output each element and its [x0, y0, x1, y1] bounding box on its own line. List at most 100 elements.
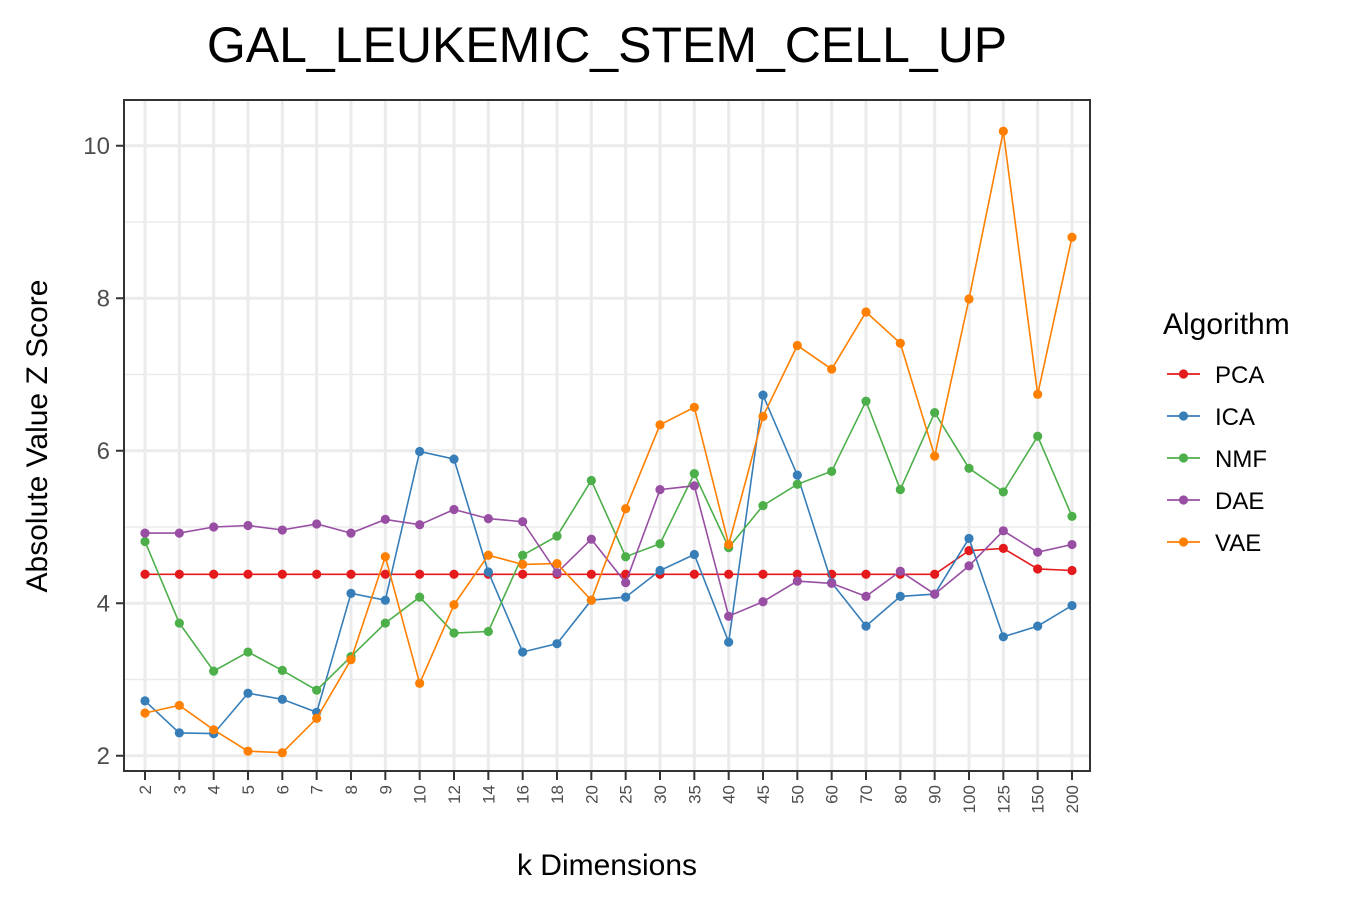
- data-point-pca: [861, 569, 871, 579]
- legend-key-point: [1178, 369, 1189, 379]
- x-tick-label: 10: [411, 785, 430, 804]
- data-point-ica: [518, 647, 528, 657]
- data-point-dae: [586, 534, 596, 544]
- data-point-vae: [689, 402, 699, 412]
- data-point-dae: [895, 566, 905, 576]
- data-point-pca: [689, 569, 699, 579]
- series-line-ica: [144, 392, 1073, 735]
- y-tick-label: 10: [83, 133, 110, 160]
- legend-key-point: [1178, 537, 1189, 547]
- data-point-dae: [140, 528, 150, 538]
- data-point-vae: [346, 655, 356, 665]
- data-point-ica: [655, 565, 665, 576]
- data-point-nmf: [415, 592, 425, 602]
- data-point-ica: [1033, 621, 1043, 631]
- data-point-pca: [380, 569, 390, 579]
- series-line-pca: [145, 547, 1073, 576]
- data-point-nmf: [861, 396, 871, 406]
- x-tick-label: 45: [754, 785, 773, 804]
- x-tick-label: 60: [823, 785, 842, 804]
- series-line-vae: [144, 131, 1073, 754]
- legend-key-point: [1178, 495, 1189, 505]
- data-point-vae: [483, 550, 493, 560]
- x-tick-label: 12: [445, 785, 464, 804]
- data-point-pca: [277, 569, 287, 579]
- data-point-nmf: [243, 647, 253, 657]
- series-nmf: [140, 396, 1077, 695]
- data-point-ica: [998, 632, 1008, 642]
- data-point-vae: [518, 559, 528, 569]
- data-point-vae: [792, 340, 802, 351]
- data-point-pca: [312, 569, 322, 579]
- series-dae: [140, 481, 1077, 621]
- data-point-nmf: [655, 539, 665, 549]
- x-tick-label: 6: [273, 785, 292, 794]
- data-point-pca: [964, 546, 974, 556]
- x-tick-label: 125: [994, 785, 1013, 813]
- data-point-vae: [449, 600, 459, 610]
- x-tick-label: 3: [170, 785, 189, 794]
- data-point-dae: [689, 481, 699, 491]
- data-point-pca: [518, 569, 528, 579]
- data-point-nmf: [277, 665, 287, 675]
- data-point-vae: [552, 559, 562, 569]
- x-tick-label: 90: [926, 785, 945, 804]
- data-point-ica: [174, 728, 184, 738]
- x-tick-label: 70: [857, 785, 876, 804]
- data-point-ica: [415, 446, 425, 457]
- legend-key-point: [1178, 411, 1189, 421]
- data-point-pca: [415, 569, 425, 579]
- legend-item-ica: ICA: [1167, 404, 1255, 431]
- data-point-ica: [861, 621, 871, 631]
- data-point-nmf: [380, 618, 390, 628]
- x-tick-label: 100: [960, 785, 979, 813]
- data-point-nmf: [1033, 431, 1043, 441]
- data-point-dae: [827, 578, 837, 589]
- data-point-dae: [1033, 547, 1043, 557]
- series-vae: [140, 126, 1077, 758]
- data-point-vae: [312, 713, 322, 723]
- data-point-vae: [415, 678, 425, 688]
- data-point-vae: [1033, 389, 1043, 399]
- data-point-nmf: [586, 475, 596, 486]
- data-point-ica: [792, 470, 802, 480]
- data-point-nmf: [827, 466, 837, 476]
- legend-item-nmf: NMF: [1167, 446, 1267, 473]
- data-point-dae: [243, 520, 253, 531]
- data-point-vae: [724, 539, 734, 550]
- data-point-dae: [346, 528, 356, 538]
- data-point-ica: [758, 390, 768, 400]
- y-tick-label: 2: [97, 743, 110, 770]
- data-point-vae: [174, 700, 184, 711]
- data-point-dae: [1067, 539, 1077, 550]
- data-point-ica: [621, 592, 631, 602]
- x-tick-label: 150: [1029, 785, 1048, 813]
- data-point-nmf: [895, 485, 905, 495]
- legend-label: VAE: [1215, 530, 1261, 557]
- data-point-vae: [998, 126, 1008, 136]
- series-layer: [140, 126, 1077, 758]
- y-tick-label: 6: [97, 438, 110, 465]
- legend-label: ICA: [1215, 404, 1255, 431]
- data-point-ica: [483, 567, 493, 577]
- data-point-nmf: [621, 552, 631, 562]
- data-point-dae: [655, 485, 665, 495]
- data-point-ica: [895, 591, 905, 601]
- data-point-dae: [174, 528, 184, 538]
- y-tick-label: 8: [97, 285, 110, 312]
- data-point-dae: [449, 504, 459, 515]
- data-point-dae: [483, 514, 493, 524]
- data-point-pca: [586, 569, 596, 579]
- data-point-dae: [724, 611, 734, 621]
- x-axis-title: k Dimensions: [517, 849, 697, 882]
- data-point-nmf: [483, 626, 493, 637]
- data-point-vae: [277, 748, 287, 758]
- data-point-vae: [621, 504, 631, 514]
- data-point-vae: [209, 725, 219, 735]
- data-point-vae: [827, 364, 837, 374]
- x-tick-label: 35: [685, 785, 704, 804]
- data-point-vae: [758, 411, 768, 422]
- data-point-ica: [1067, 600, 1077, 611]
- x-tick-label: 30: [651, 785, 670, 804]
- data-point-vae: [964, 294, 974, 304]
